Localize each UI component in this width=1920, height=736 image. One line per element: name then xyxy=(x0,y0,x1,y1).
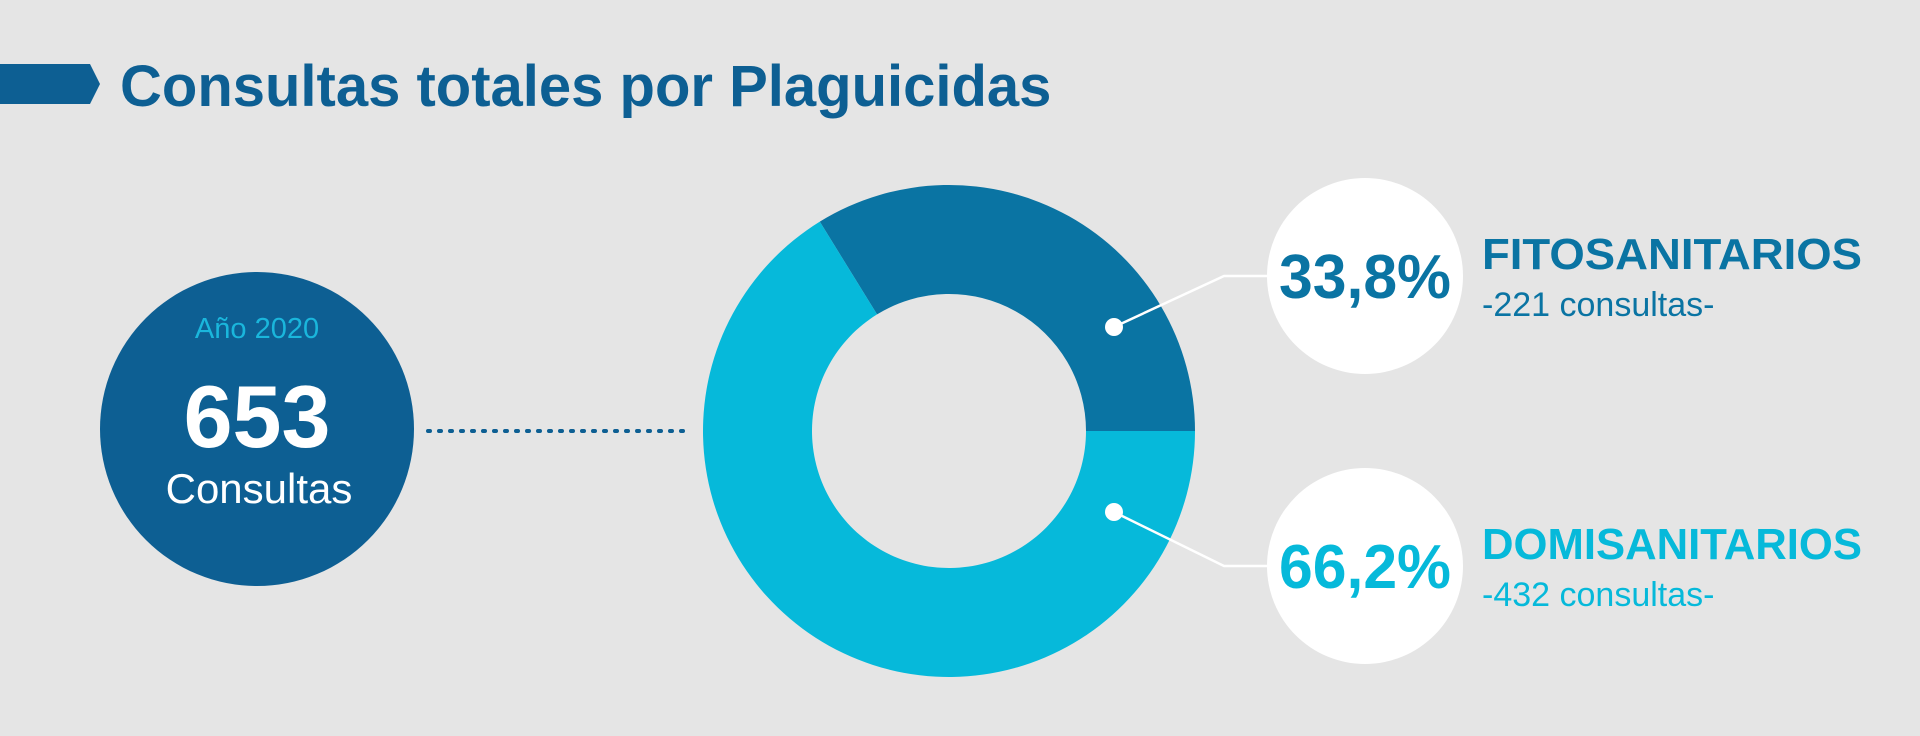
leader-dot xyxy=(1105,503,1123,521)
total-unit: Consultas xyxy=(166,465,353,512)
chart-title: Consultas totales por Plaguicidas xyxy=(120,54,1051,119)
value-circle xyxy=(1267,178,1463,374)
total-year: Año 2020 xyxy=(195,313,319,345)
donut-segment xyxy=(819,185,1195,431)
title-arrow xyxy=(0,64,100,104)
leader-line xyxy=(1113,510,1268,568)
count-label: -221 consultas- xyxy=(1482,286,1714,324)
category-label: FITOSANITARIOS xyxy=(1482,230,1862,279)
category-label: DOMISANITARIOS xyxy=(1482,520,1862,569)
leader-line xyxy=(1113,274,1268,329)
donut-segment xyxy=(702,221,1195,677)
donut xyxy=(702,185,1195,677)
labels: 33,8% FITOSANITARIOS -221 consultas- 66,2% D… xyxy=(1105,178,1862,664)
leader-dot xyxy=(1105,318,1123,336)
total-value: 653 xyxy=(184,367,331,466)
total-circle xyxy=(100,272,414,586)
value-circle xyxy=(1267,468,1463,664)
value-label: 66,2% xyxy=(1279,533,1451,602)
count-label: -432 consultas- xyxy=(1482,576,1714,614)
value-label: 33,8% xyxy=(1279,243,1451,312)
